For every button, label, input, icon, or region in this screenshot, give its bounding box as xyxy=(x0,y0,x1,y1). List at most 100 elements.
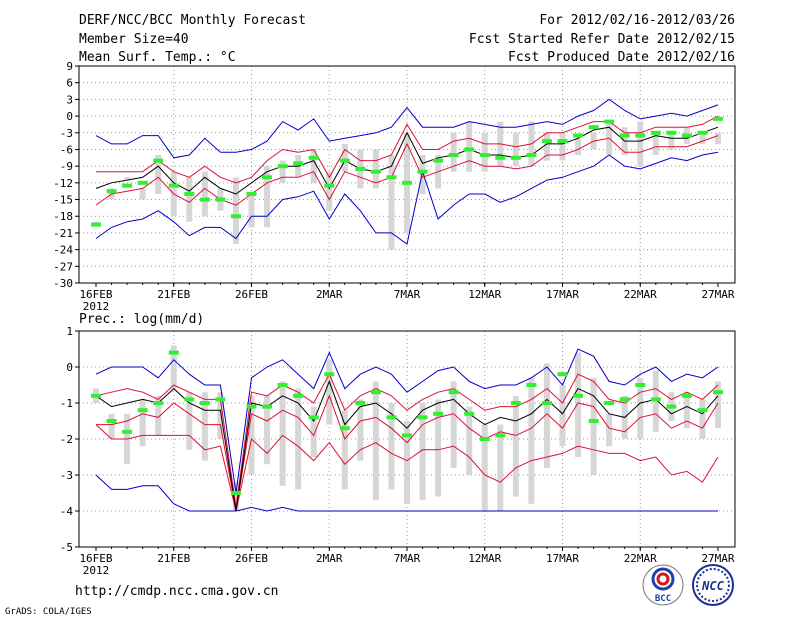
box-mark xyxy=(139,188,146,200)
y-tick-label: -4 xyxy=(60,505,74,518)
box-mark xyxy=(264,166,271,228)
box-mark xyxy=(201,392,208,461)
figure-title: DERF/NCC/BCC Monthly Forecast xyxy=(79,13,306,28)
median-mark xyxy=(666,130,677,135)
median-mark xyxy=(417,415,428,420)
x-tick-label: 7MAR xyxy=(394,288,421,301)
box-mark xyxy=(341,410,348,490)
y-tick-label: -27 xyxy=(53,260,73,273)
y-tick-label: -21 xyxy=(53,227,73,240)
y-tick-label: -30 xyxy=(53,277,73,290)
x-tick-label: 21FEB xyxy=(157,288,190,301)
box-mark xyxy=(388,155,395,250)
p85-line xyxy=(96,115,719,184)
swirl-core-icon xyxy=(656,572,670,586)
box-mark xyxy=(637,121,644,167)
median-mark xyxy=(122,183,133,188)
produced-date: Fcst Produced Date 2012/02/16 xyxy=(508,50,735,65)
box-mark xyxy=(279,160,286,183)
median-mark xyxy=(262,175,273,180)
median-mark xyxy=(137,180,148,185)
box-mark xyxy=(186,177,193,222)
box-mark xyxy=(637,377,644,439)
y-tick-label: -18 xyxy=(53,210,73,223)
p15-line xyxy=(96,394,719,512)
y-tick-label: -3 xyxy=(60,127,73,140)
median-mark xyxy=(355,166,366,171)
box-mark xyxy=(606,413,613,447)
max-line xyxy=(95,348,719,494)
ncc-logo: NCC xyxy=(692,564,734,606)
x-tick-label: 16FEB xyxy=(79,288,112,301)
box-mark xyxy=(683,392,690,429)
box-mark xyxy=(372,381,379,501)
box-mark xyxy=(575,352,582,457)
median-mark xyxy=(557,139,568,144)
median-mark xyxy=(619,397,630,402)
median-mark xyxy=(308,415,319,420)
box-mark xyxy=(481,132,488,172)
median-mark xyxy=(215,197,226,202)
median-mark xyxy=(324,372,335,377)
box-mark xyxy=(450,132,457,172)
median-mark xyxy=(681,133,692,138)
median-mark xyxy=(386,415,397,420)
y-tick-label: -6 xyxy=(60,143,73,156)
x-tick-label: 2MAR xyxy=(316,552,343,565)
median-mark xyxy=(573,393,584,398)
box-mark xyxy=(326,359,333,425)
max-line xyxy=(95,98,719,159)
y-tick-label: 0 xyxy=(66,110,73,123)
box-mark xyxy=(372,149,379,189)
mean-line xyxy=(95,379,719,512)
median-mark xyxy=(604,401,615,405)
median-mark xyxy=(355,401,366,405)
year-label: 2012 xyxy=(83,564,110,577)
box-mark xyxy=(310,149,317,183)
y-tick-label: 0 xyxy=(66,361,73,374)
box-mark xyxy=(450,381,457,468)
median-mark xyxy=(573,133,584,138)
median-mark xyxy=(495,433,506,438)
y-tick-label: -1 xyxy=(60,397,73,410)
started-date: Fcst Started Refer Date 2012/02/15 xyxy=(469,32,735,47)
footer-url[interactable]: http://cmdp.ncc.cma.gov.cn xyxy=(75,584,279,599)
box-mark xyxy=(155,155,162,194)
median-mark xyxy=(495,155,506,160)
box-mark xyxy=(512,395,519,497)
x-tick-label: 2MAR xyxy=(316,288,343,301)
median-mark xyxy=(526,153,537,158)
grads-credit: GrADS: COLA/IGES xyxy=(5,607,92,617)
median-mark xyxy=(153,158,164,163)
min-line xyxy=(95,151,719,245)
median-mark xyxy=(168,350,179,355)
box-mark xyxy=(466,121,473,172)
y-tick-label: -12 xyxy=(53,177,73,190)
median-mark xyxy=(604,119,615,124)
median-mark xyxy=(402,180,412,185)
year-label: 2012 xyxy=(83,300,110,313)
y-tick-label: 9 xyxy=(66,60,73,73)
y-tick-label: -3 xyxy=(60,469,73,482)
member-size-label: Member Size=40 xyxy=(79,32,189,47)
median-mark xyxy=(277,383,288,387)
box-mark xyxy=(497,424,504,511)
x-tick-label: 22MAR xyxy=(624,288,657,301)
median-mark xyxy=(168,183,179,188)
p85-line xyxy=(95,373,719,508)
median-mark xyxy=(541,401,552,405)
median-mark xyxy=(650,130,661,135)
x-tick-label: 12MAR xyxy=(468,288,501,301)
bcc-logo: BCC xyxy=(642,564,684,606)
y-tick-label: 3 xyxy=(66,93,73,106)
precipitation-panel: 1 0 -1 -2 -3 -4 -5 16FEB 21FEB 26FEB 2MAR 7MAR 12MAR… xyxy=(60,325,736,577)
box-mark xyxy=(124,177,131,180)
box-mark xyxy=(419,403,426,501)
box-mark xyxy=(543,363,550,468)
box-mark xyxy=(699,132,706,144)
box-mark xyxy=(481,424,488,511)
median-mark xyxy=(433,158,444,163)
median-mark xyxy=(308,155,319,160)
median-mark xyxy=(479,437,490,441)
min-line xyxy=(95,474,718,512)
